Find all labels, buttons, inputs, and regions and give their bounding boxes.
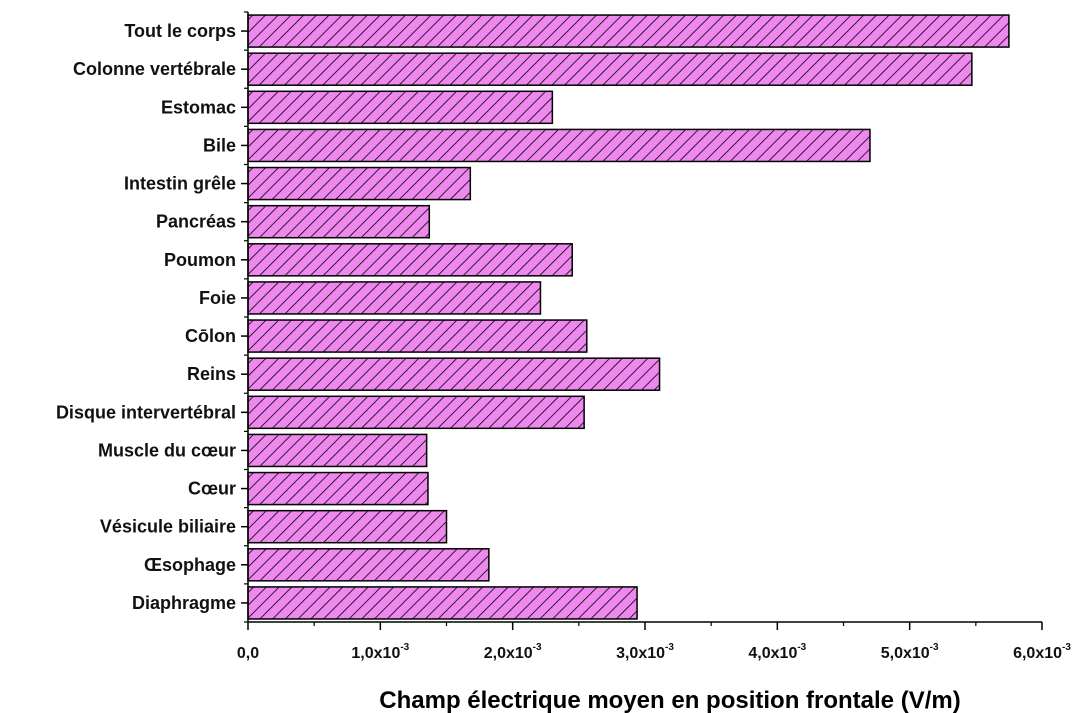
bar: [247, 586, 638, 620]
bar: [247, 128, 871, 163]
bar: [247, 395, 585, 430]
category-labels: Tout le corps Colonne vertébrale Estomac Bi…: [56, 21, 236, 613]
category-label: Œsophage: [144, 555, 236, 575]
category-label: Cōlon: [185, 326, 236, 346]
category-label: Estomac: [161, 97, 236, 117]
category-label: Poumon: [164, 250, 236, 270]
category-label: Muscle du cœur: [98, 440, 236, 460]
bar: [247, 509, 448, 544]
x-tick-label: 3,0x10-3: [616, 642, 674, 662]
bar: [247, 52, 973, 86]
x-axis-label: Champ électrique moyen en position front…: [379, 687, 960, 713]
x-tick-label: 1,0x10-3: [351, 642, 409, 662]
category-label: Disque intervertébral: [56, 402, 236, 422]
category-label: Diaphragme: [132, 593, 236, 613]
bar: [247, 471, 429, 506]
bar: [247, 433, 428, 468]
category-label: Intestin grêle: [124, 174, 236, 194]
category-label: Vésicule biliaire: [100, 517, 236, 537]
bar: [247, 548, 490, 582]
x-tick-labels: 0,0 1,0x10-3 2,0x10-3 3,0x10-3 4,0x10-3 5,0x1…: [237, 642, 1071, 662]
category-label: Pancréas: [156, 212, 236, 232]
bar: [247, 204, 431, 239]
bar: [247, 243, 573, 277]
x-tick-label: 5,0x10-3: [881, 642, 939, 662]
category-label: Reins: [187, 364, 236, 384]
category-label: Cœur: [188, 479, 236, 499]
bar: [247, 90, 554, 125]
x-tick-label: 0,0: [237, 645, 259, 662]
bar: [247, 281, 542, 315]
x-tick-label: 4,0x10-3: [748, 642, 806, 662]
bar: [247, 166, 472, 201]
category-label: Foie: [199, 288, 236, 308]
axes: [241, 11, 1043, 630]
category-label: Tout le corps: [124, 21, 236, 41]
bar: [247, 319, 588, 353]
category-label: Bile: [203, 135, 236, 155]
bar: [247, 357, 661, 391]
x-tick-label: 6,0x10-3: [1013, 642, 1071, 662]
x-tick-label: 2,0x10-3: [484, 642, 542, 662]
bars-group: [247, 14, 1010, 620]
category-label: Colonne vertébrale: [73, 59, 236, 79]
bar: [247, 14, 1010, 48]
